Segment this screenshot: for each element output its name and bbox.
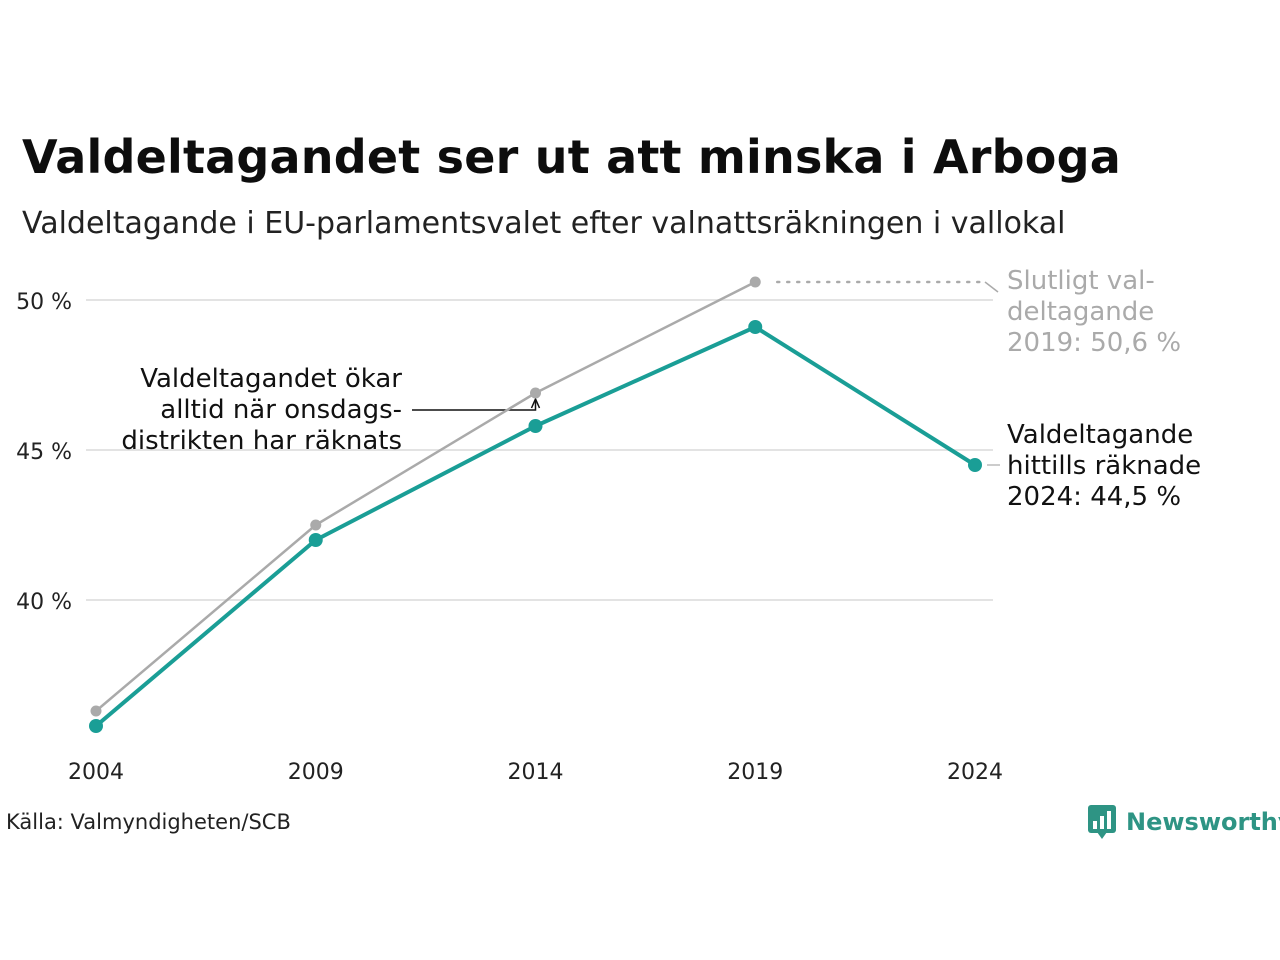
- final-series-point: [749, 276, 761, 288]
- wednesday-arrowhead: [530, 397, 541, 409]
- annotation-final-line-1: Slutligt val-: [1007, 266, 1155, 296]
- x-tick-label: 2014: [508, 760, 564, 785]
- brand-name: Newsworthy: [1126, 808, 1280, 836]
- chart-title: Valdeltagandet ser ut att minska i Arbog…: [22, 130, 1121, 184]
- y-tick-label: 45 %: [16, 440, 72, 465]
- x-tick-label: 2024: [947, 760, 1003, 785]
- final-series-point: [530, 387, 541, 399]
- counted-series-point: [308, 533, 323, 547]
- counted-series-point: [968, 458, 982, 472]
- counted-series-point: [748, 320, 763, 334]
- newsworthy-logo-icon: [1088, 805, 1116, 839]
- counted-series-point: [528, 419, 543, 433]
- counted-series-point: [89, 719, 103, 733]
- line-chart: 40 % 45 % 50 % 2004 2009 2014 2019 2024: [16, 276, 1003, 785]
- annotation-final-turnout: Slutligt val- deltagande 2019: 50,6 %: [1007, 266, 1181, 359]
- annotation-final-line-2: deltagande: [1007, 297, 1155, 327]
- final-connector-tick: [984, 281, 999, 293]
- annotation-wednesday-line-2: alltid när onsdags-: [160, 395, 402, 425]
- annotation-connectors: [412, 280, 1000, 466]
- final-series-point: [310, 519, 322, 531]
- wednesday-arrow-line: [412, 401, 537, 411]
- annotation-wednesday-line-3: distrikten har räknats: [121, 426, 402, 456]
- chart-subtitle: Valdeltagande i EU-parlamentsvalet efter…: [22, 206, 1066, 241]
- y-axis-ticks: 40 % 45 % 50 %: [16, 290, 72, 615]
- y-tick-label: 50 %: [16, 290, 72, 315]
- annotation-counted-line-2: hittills räknade: [1007, 451, 1202, 481]
- final-series-point: [90, 705, 102, 717]
- annotation-final-line-3: 2019: 50,6 %: [1007, 328, 1182, 358]
- annotation-counted-line-3: 2024: 44,5 %: [1007, 482, 1182, 512]
- source-note: Källa: Valmyndigheten/SCB: [6, 810, 291, 834]
- final-series-line: [95, 280, 756, 712]
- annotation-counted-line-1: Valdeltagande: [1007, 420, 1194, 450]
- annotation-counted-turnout: Valdeltagande hittills räknade 2024: 44,…: [1007, 420, 1201, 513]
- x-tick-label: 2009: [288, 760, 344, 785]
- series-lines: [89, 276, 982, 733]
- x-tick-label: 2019: [727, 760, 783, 785]
- x-axis-ticks: 2004 2009 2014 2019 2024: [68, 760, 1003, 785]
- x-tick-label: 2004: [68, 760, 124, 785]
- annotation-wednesday-line-1: Valdeltagandet ökar: [140, 364, 402, 394]
- gridlines: [86, 299, 993, 601]
- brand-logo: Newsworthy: [1088, 803, 1280, 841]
- annotation-wednesday-districts: Valdeltagandet ökar alltid när onsdags- …: [121, 364, 402, 457]
- y-tick-label: 40 %: [16, 590, 72, 615]
